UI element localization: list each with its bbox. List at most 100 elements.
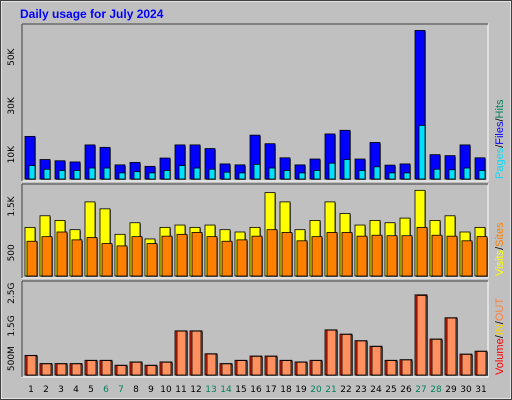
x-tick-label-day-9: 9 (148, 385, 154, 395)
y-tick-label: 10K (7, 145, 17, 163)
pages-bar-day-20 (313, 170, 321, 180)
sites-bar-day-26 (401, 235, 413, 277)
pages-bar-day-1 (28, 165, 36, 180)
x-axis-day-labels: 1 2 3 4 5 6 7 8 9 10 11 12 13 14 15 16 17 18 19 20 21 22 23 24 2… (28, 385, 487, 395)
pages-bar-day-13 (208, 168, 216, 180)
out-bar-day-23 (356, 340, 367, 376)
legend-entry: OUT (494, 298, 506, 322)
out-bar-day-6 (101, 360, 112, 376)
x-tick-label-day-8: 8 (133, 385, 139, 395)
sites-bar-day-5 (86, 237, 98, 277)
pages-bar-day-17 (268, 167, 276, 180)
legend-entry: / (494, 246, 506, 250)
pages-bar-day-6 (103, 167, 111, 180)
pages-bar-day-26 (403, 172, 411, 180)
pages-bar-day-9 (148, 172, 156, 180)
y-tick-label: 1.5K (7, 195, 17, 216)
x-tick-label-day-30: 30 (460, 385, 472, 395)
sites-bar-day-31 (476, 236, 488, 277)
legend-entry: Pages (494, 147, 506, 179)
legend-entry: / (494, 144, 506, 148)
x-tick-label-day-28: 28 (430, 385, 442, 395)
x-tick-label-day-5: 5 (88, 385, 94, 395)
out-bar-day-5 (86, 360, 97, 376)
sites-bar-day-4 (71, 239, 83, 277)
out-bar-day-27 (416, 295, 427, 376)
y-tick-label: 50K (7, 47, 17, 65)
legend-entry: / (494, 334, 506, 338)
sites-bar-day-9 (146, 243, 158, 277)
out-bar-day-1 (26, 355, 37, 376)
x-tick-label-day-25: 25 (385, 385, 396, 395)
legend-entry: / (494, 118, 506, 122)
pages-bar-day-27 (418, 125, 426, 180)
x-tick-label-day-29: 29 (445, 385, 457, 395)
x-tick-label-day-20: 20 (310, 385, 322, 395)
x-tick-label-day-11: 11 (175, 385, 186, 395)
sites-bar-day-12 (191, 232, 203, 277)
pages-bar-day-29 (448, 169, 456, 180)
sites-bar-day-2 (41, 236, 53, 277)
chart-title: Daily usage for July 2024 (20, 7, 164, 21)
pages-bar-day-31 (478, 170, 486, 180)
hits-files-pages-legend: Pages/Files/Hits (494, 99, 506, 179)
legend-entry: Visits (494, 249, 506, 276)
x-tick-label-day-7: 7 (118, 385, 124, 395)
visits-sites-legend: Visits/Sites (494, 222, 506, 276)
y-tick-label: 30K (7, 96, 17, 114)
sites-bar-day-15 (236, 239, 248, 277)
pages-bar-day-16 (253, 163, 261, 180)
pages-bar-day-12 (193, 167, 201, 180)
pages-bar-day-15 (238, 172, 246, 180)
pages-bar-day-19 (298, 172, 306, 180)
pages-bar-day-5 (88, 167, 96, 180)
sites-bar-day-24 (371, 234, 383, 277)
sites-bar-day-19 (296, 240, 308, 277)
out-bar-day-28 (431, 338, 442, 376)
out-bar-day-3 (56, 363, 67, 376)
out-bar-day-11 (176, 330, 187, 376)
out-bar-day-21 (326, 329, 337, 376)
x-tick-label-day-2: 2 (43, 385, 49, 395)
out-bar-day-22 (341, 334, 352, 376)
x-tick-label-day-23: 23 (355, 385, 366, 395)
sites-bar-day-8 (131, 236, 143, 277)
x-tick-label-day-6: 6 (103, 385, 109, 395)
x-tick-label-day-14: 14 (220, 385, 232, 395)
out-bar-day-8 (131, 361, 142, 376)
pages-bar-day-7 (118, 172, 126, 180)
legend-entry: / (494, 320, 506, 324)
out-bar-day-24 (371, 346, 382, 376)
sites-bar-day-23 (356, 235, 368, 277)
out-bar-day-29 (446, 317, 457, 376)
pages-bar-day-21 (328, 162, 336, 180)
out-bar-day-18 (281, 360, 292, 376)
legend-entry: Hits (494, 99, 506, 118)
pages-bar-day-30 (463, 167, 471, 180)
sites-bar-day-3 (56, 231, 68, 277)
out-bar-day-2 (41, 363, 52, 376)
pages-bar-day-25 (388, 172, 396, 180)
x-tick-label-day-13: 13 (205, 385, 216, 395)
out-bar-day-7 (116, 365, 127, 376)
x-tick-label-day-12: 12 (190, 385, 201, 395)
sites-bar-day-22 (341, 232, 353, 277)
sites-bar-day-28 (431, 234, 443, 277)
x-tick-label-day-17: 17 (265, 385, 276, 395)
sites-bar-day-16 (251, 235, 263, 277)
sites-bar-day-7 (116, 245, 128, 277)
sites-bar-day-6 (101, 243, 113, 277)
sites-bar-day-25 (386, 235, 398, 277)
pages-bar-day-2 (43, 168, 51, 180)
x-tick-label-day-16: 16 (250, 385, 262, 395)
out-bar-day-16 (251, 355, 262, 376)
sites-bar-day-30 (461, 240, 473, 277)
x-tick-label-day-19: 19 (295, 385, 307, 395)
out-bar-day-14 (221, 363, 232, 376)
sites-bar-day-27 (416, 226, 428, 277)
sites-bar-day-1 (26, 240, 38, 277)
out-bar-day-31 (476, 351, 487, 376)
out-bar-day-12 (191, 330, 202, 376)
